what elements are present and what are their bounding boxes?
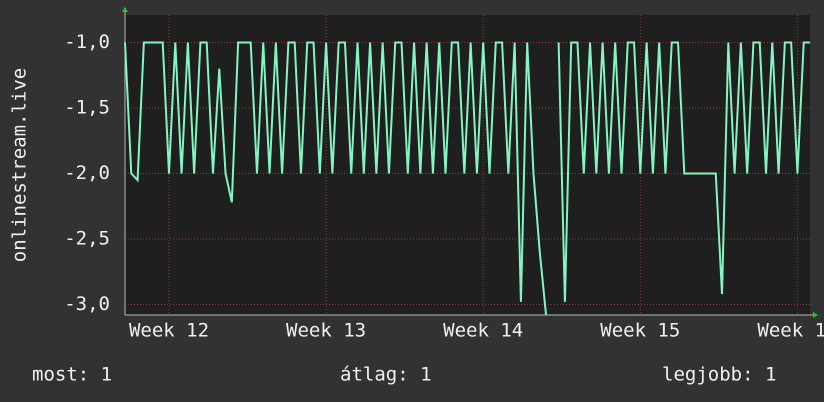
x-tick-label: Week 14 [443,320,523,342]
footer-text: átlag: 1 [340,364,432,386]
y-tick-label: -1,0 [64,31,110,53]
y-tick-label: -1,5 [64,97,110,119]
data-line [124,41,810,316]
footer-text: most: 1 [32,364,112,386]
x-tick-label: Week 16 [757,320,824,342]
plot-area [125,15,810,315]
x-tick-label: Week 13 [286,320,366,342]
footer-text: legjobb: 1 [662,364,776,386]
y-tick-label: -3,0 [64,293,110,315]
x-tick-label: Week 12 [129,320,209,342]
y-tick-label: -2,0 [64,162,110,184]
axis-arrow [813,312,818,318]
x-tick-label: Week 15 [600,320,680,342]
y-axis-label: onlinestream.live [9,68,31,262]
y-tick-label: -2,5 [64,228,110,250]
axis-arrow [122,7,128,12]
